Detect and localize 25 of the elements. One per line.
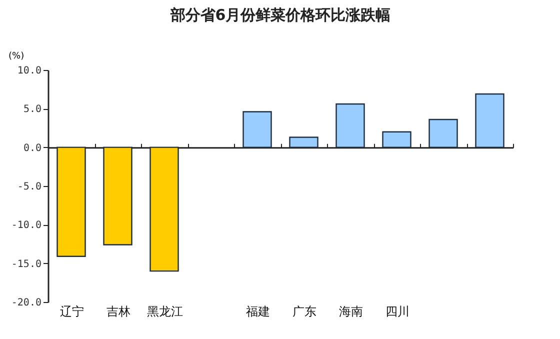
bar <box>103 146 132 246</box>
y-tick-label: 10.0 <box>17 66 42 76</box>
y-tick-label: 5.0 <box>23 104 42 116</box>
x-tick-label: 广东 <box>292 304 316 318</box>
bar <box>382 131 412 148</box>
y-tick-label: -15.0 <box>11 258 42 270</box>
x-tick-label: 福建 <box>246 304 270 318</box>
bar <box>289 136 318 148</box>
y-tick-label: -20.0 <box>11 298 42 308</box>
y-tick-label: -5.0 <box>17 182 42 192</box>
y-tick-label: 0.0 <box>23 142 42 154</box>
bar <box>56 146 86 257</box>
bar <box>428 118 458 148</box>
x-tick-label: 辽宁 <box>60 304 84 318</box>
x-tick-label: 四川 <box>385 304 410 318</box>
chart-title: 部分省6月份鲜菜价格环比涨跌幅 <box>169 6 391 24</box>
y-axis-title: (%) <box>8 52 24 62</box>
x-tick-label: 海南 <box>338 304 363 318</box>
bar <box>242 111 272 148</box>
bar <box>336 103 365 148</box>
bar <box>150 146 179 272</box>
x-tick-label: 吉林 <box>106 304 130 318</box>
y-tick-label: -10.0 <box>11 220 42 232</box>
x-tick-label: 黑龙江 <box>146 304 183 318</box>
bar <box>475 93 504 148</box>
